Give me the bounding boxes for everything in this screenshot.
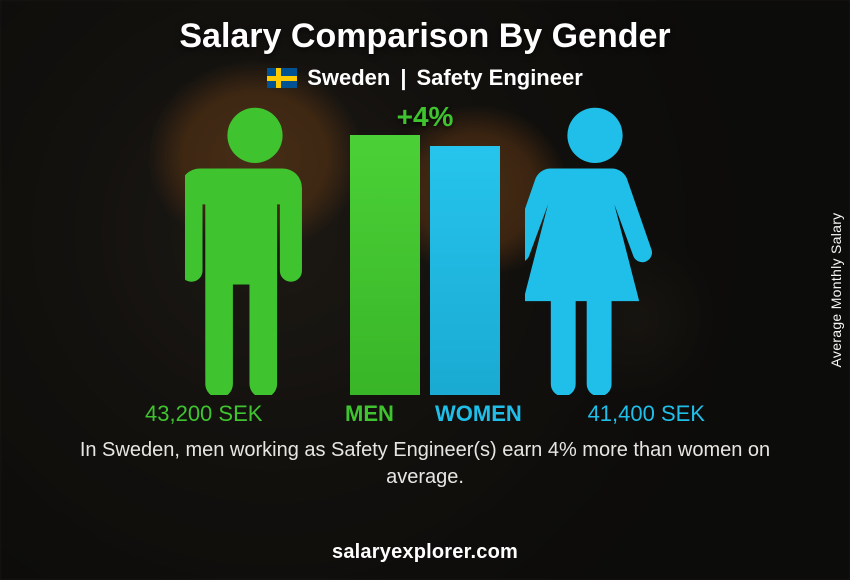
woman-icon (525, 105, 665, 395)
subtitle-row: Sweden | Safety Engineer (267, 65, 583, 91)
summary-text: In Sweden, men working as Safety Enginee… (75, 437, 775, 491)
man-icon (185, 105, 325, 395)
men-category-label: MEN (345, 401, 394, 427)
axis-labels: 43,200 SEK MEN WOMEN 41,400 SEK (105, 395, 745, 431)
subtitle-country: Sweden (307, 65, 390, 91)
bar-women (430, 146, 500, 395)
subtitle-separator: | (400, 65, 406, 91)
percent-difference-label: +4% (397, 101, 454, 133)
site-attribution: salaryexplorer.com (332, 541, 518, 564)
subtitle-role: Safety Engineer (417, 65, 583, 91)
women-category-label: WOMEN (435, 401, 522, 427)
men-salary-value: 43,200 SEK (145, 401, 262, 427)
chart-area: +4% 43,200 SEK MEN WOMEN 41,4 (105, 101, 745, 431)
sweden-flag-icon (267, 68, 297, 88)
bar-men (350, 135, 420, 395)
page-title: Salary Comparison By Gender (179, 18, 670, 55)
women-salary-value: 41,400 SEK (588, 401, 705, 427)
content-container: Salary Comparison By Gender Sweden | Saf… (0, 0, 850, 580)
y-axis-label: Average Monthly Salary (828, 213, 844, 368)
